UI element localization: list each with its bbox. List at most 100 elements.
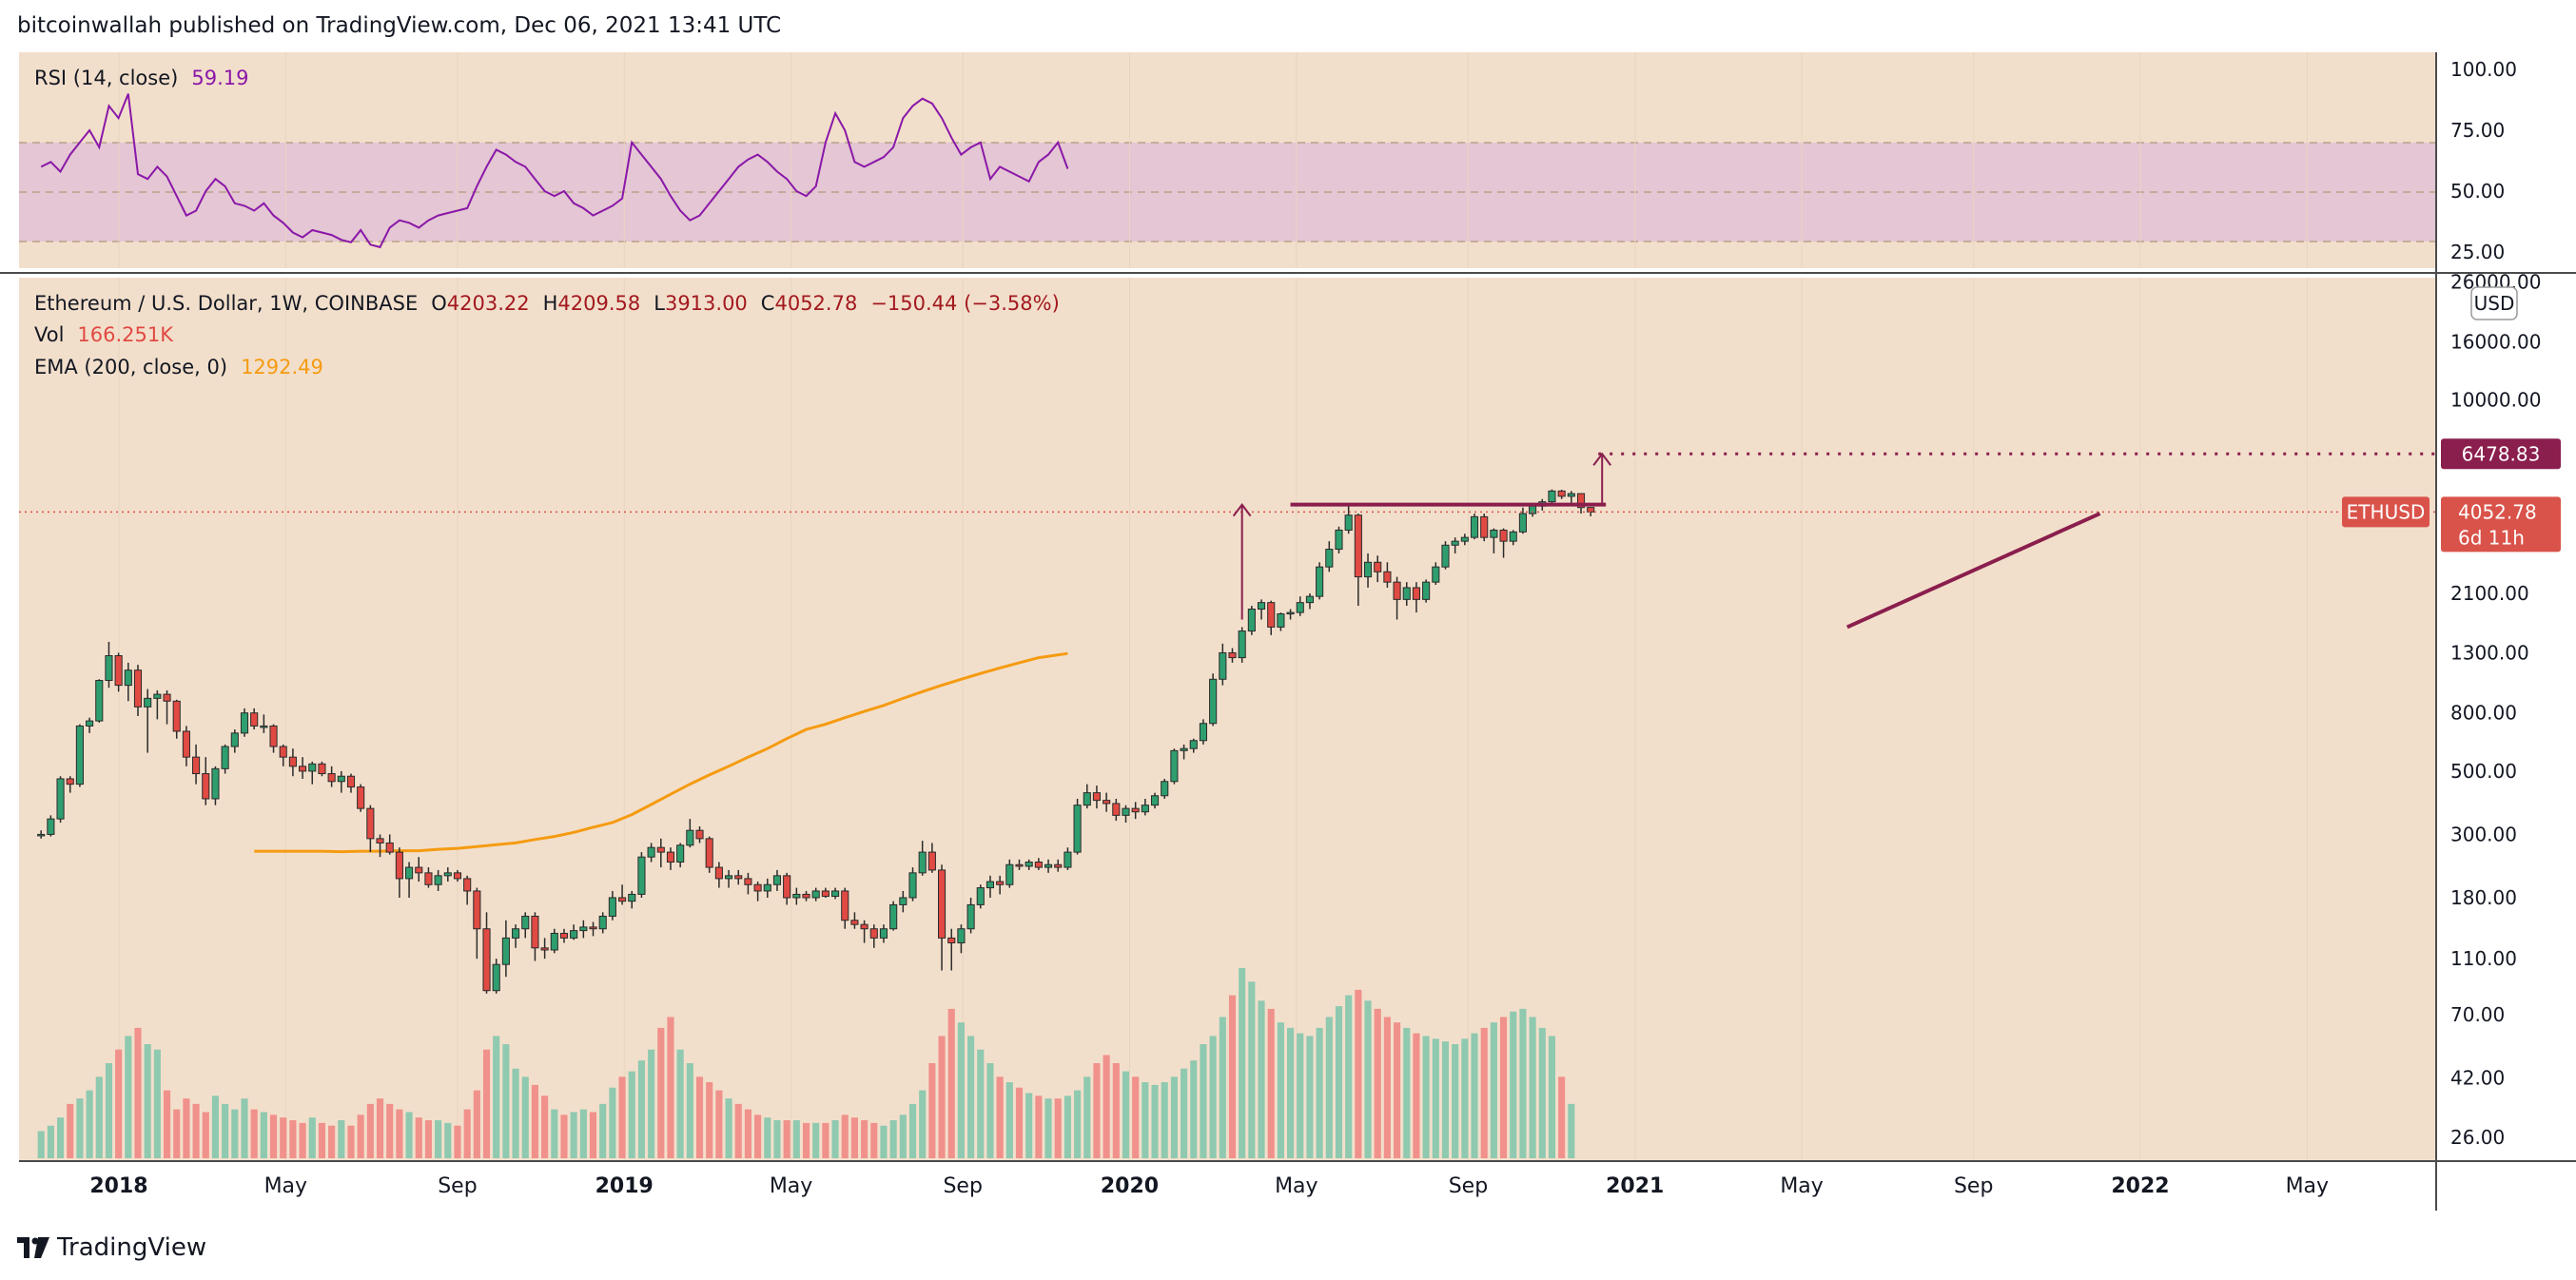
price-axis-label: 300.00 <box>2450 823 2517 845</box>
candle <box>395 847 403 898</box>
candle-body <box>1064 851 1072 868</box>
candle-body <box>976 887 985 905</box>
time-axis-label: 2022 <box>2111 1174 2169 1198</box>
candle <box>937 864 946 971</box>
candle <box>337 770 345 793</box>
candle <box>570 924 578 941</box>
candle-body <box>415 866 423 874</box>
candle <box>47 815 55 837</box>
volume-bar <box>1277 1022 1284 1158</box>
ema-legend-value: 1292.49 <box>241 356 323 378</box>
candle-body <box>957 928 966 943</box>
candle-body <box>153 693 162 699</box>
candle-body <box>114 655 123 687</box>
volume-bar <box>1413 1033 1420 1158</box>
volume-bar <box>1538 1027 1546 1158</box>
candle-body <box>1180 747 1188 751</box>
candle <box>598 912 607 934</box>
volume-bar <box>783 1120 790 1158</box>
candle-body <box>105 655 113 682</box>
price-axis[interactable]: 26000.0016000.0010000.002100.001300.0080… <box>2450 270 2541 1149</box>
candlestick-series <box>37 489 1595 994</box>
volume-bar <box>482 1049 491 1158</box>
candle <box>1509 530 1517 546</box>
volume-bar <box>1461 1038 1469 1158</box>
candle <box>288 748 297 777</box>
price-legend: Ethereum / U.S. Dollar, 1W, COINBASE O420… <box>34 292 1060 315</box>
candle <box>1112 798 1121 822</box>
candle <box>531 912 539 961</box>
candle-body <box>211 767 220 800</box>
volume-bar <box>570 1112 577 1158</box>
target-price-tag <box>2441 438 2561 470</box>
candle <box>512 924 520 948</box>
volume-bar <box>706 1082 713 1158</box>
candle <box>821 887 829 898</box>
candle <box>1238 627 1246 663</box>
candle-body <box>821 890 829 898</box>
candle-body <box>1499 529 1508 542</box>
candle-body <box>1460 536 1469 542</box>
volume-legend-value: 166.251K <box>77 323 174 346</box>
price-axis-label: 1300.00 <box>2450 641 2529 664</box>
candle-body <box>1161 781 1169 797</box>
candle <box>415 857 423 882</box>
candle-body <box>1374 561 1382 572</box>
candle <box>1044 859 1053 873</box>
candle <box>656 838 665 868</box>
candle <box>1141 798 1149 816</box>
volume-bar <box>802 1122 810 1158</box>
candle <box>114 652 123 692</box>
candle-body <box>1267 602 1276 628</box>
candle-body <box>1354 514 1362 578</box>
price-pane-background <box>19 278 2435 1160</box>
time-axis[interactable]: 2018 May Sep 2019 May Sep 2020 May Sep 2021 May Sep… <box>89 1174 2329 1198</box>
candle-body <box>385 842 394 853</box>
candle-body <box>1170 749 1179 783</box>
symbol-tag-text: ETHUSD <box>2347 500 2426 523</box>
volume-bar <box>734 1103 742 1158</box>
volume-bar <box>1383 1017 1391 1158</box>
candle <box>1402 582 1411 607</box>
candle-body <box>337 775 345 783</box>
volume-bar <box>1267 1008 1275 1158</box>
ema-line <box>254 651 1068 854</box>
volume-bar <box>531 1084 538 1158</box>
volume-bar <box>667 1017 674 1158</box>
volume-bar <box>192 1103 200 1158</box>
candle-body <box>1238 630 1246 659</box>
candle <box>908 867 917 902</box>
volume-bar <box>560 1115 568 1158</box>
candle <box>405 862 414 898</box>
candle <box>463 875 472 905</box>
volume-bar <box>1355 989 1362 1158</box>
volume-bar <box>957 1022 965 1158</box>
candle <box>647 843 655 863</box>
candle <box>705 836 713 873</box>
candle <box>589 921 597 937</box>
volume-legend-label: Vol <box>34 323 65 346</box>
volume-bar <box>928 1063 936 1158</box>
candle-body <box>1557 490 1566 497</box>
candle-body <box>908 872 917 899</box>
volume-bar <box>1025 1093 1033 1158</box>
candle-body <box>1131 807 1140 813</box>
candle-body <box>1393 581 1401 600</box>
candle <box>163 689 171 725</box>
candle-body <box>869 928 878 939</box>
candle-body <box>1305 595 1315 604</box>
candle <box>144 688 152 753</box>
close-value: 4052.78 <box>774 292 858 315</box>
volume-bar <box>1112 1063 1120 1158</box>
candle <box>202 757 210 805</box>
volume-bar <box>947 1008 955 1158</box>
candle <box>996 875 1005 895</box>
volume-bar <box>1529 1017 1536 1158</box>
candle <box>1189 738 1198 753</box>
volume-bar <box>754 1115 762 1158</box>
volume-bar <box>1519 1008 1527 1158</box>
candle <box>918 841 927 876</box>
candle <box>473 887 481 960</box>
open-value: 4203.22 <box>446 292 530 315</box>
